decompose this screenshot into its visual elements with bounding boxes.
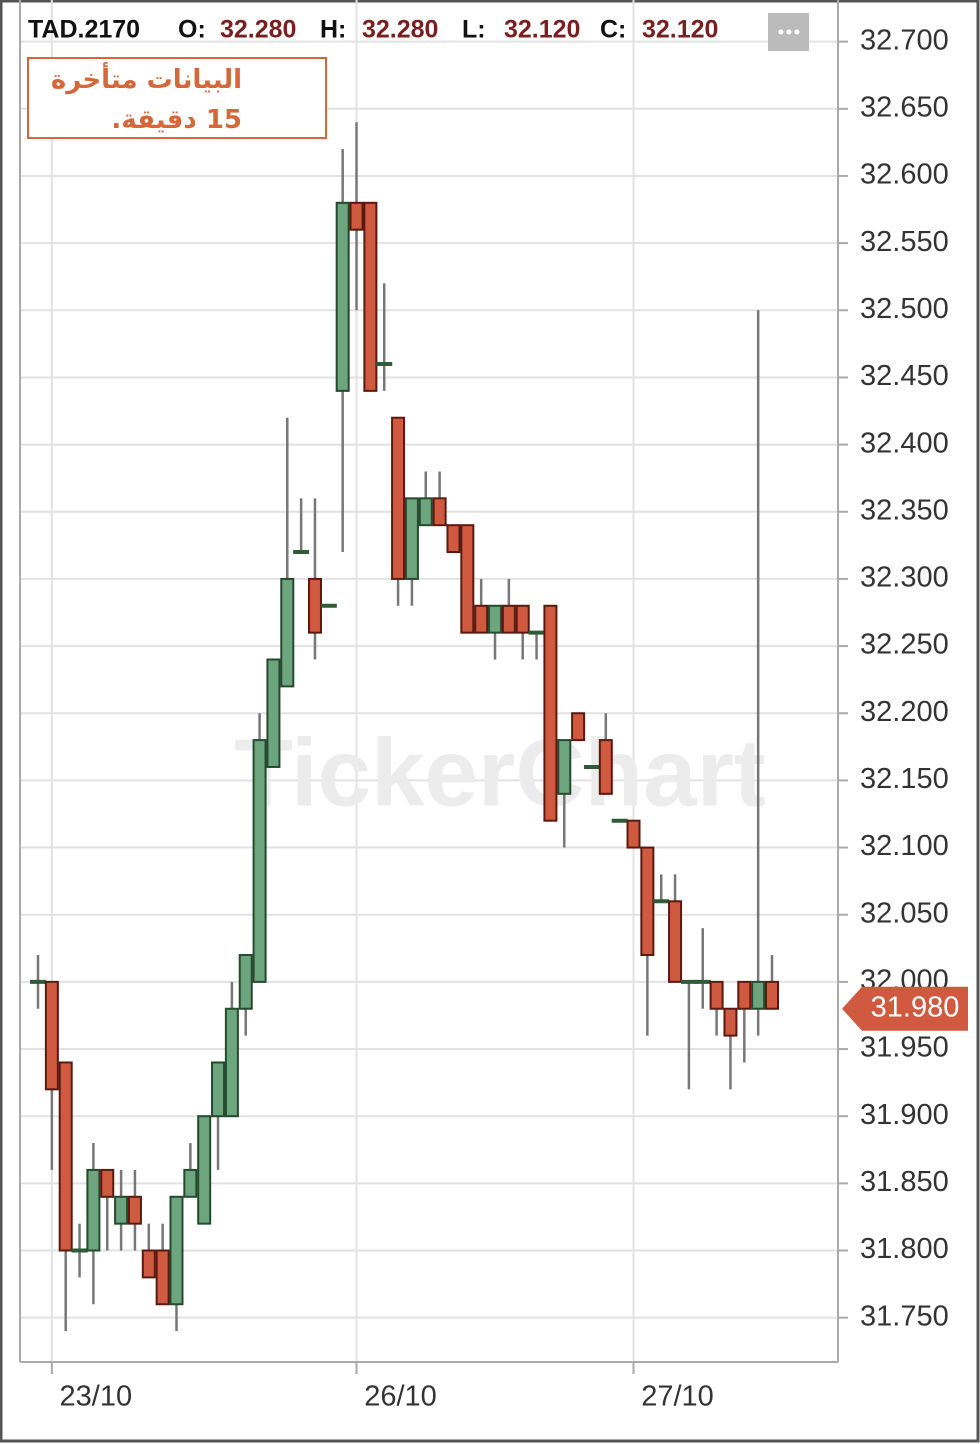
y-tick-label: 31.900 xyxy=(860,1099,949,1131)
watermark: TickerChart xyxy=(234,719,766,826)
candle-down xyxy=(446,524,461,554)
candle-up xyxy=(197,1115,212,1225)
y-tick-label: 31.950 xyxy=(860,1032,949,1064)
candle-up xyxy=(211,1061,226,1118)
header-value: 32.280 xyxy=(362,16,438,44)
y-tick-label: 32.650 xyxy=(860,91,949,123)
x-tick-label: 26/10 xyxy=(364,1381,437,1413)
candle-down xyxy=(155,1249,170,1306)
header-label: L: xyxy=(462,16,486,44)
candle-up xyxy=(169,1195,184,1306)
candle-up xyxy=(252,739,267,983)
x-tick-label: 23/10 xyxy=(60,1381,133,1413)
candles xyxy=(30,122,779,1332)
y-tick-label: 32.300 xyxy=(860,562,949,594)
price-tag-label: 31.980 xyxy=(871,991,960,1023)
candle-up xyxy=(280,577,295,688)
header-value: 32.280 xyxy=(220,16,296,44)
y-tick-label: 32.700 xyxy=(860,24,949,56)
y-tick-label: 32.150 xyxy=(860,763,949,795)
candle-down xyxy=(765,980,779,1010)
candle-down xyxy=(723,1007,738,1037)
y-tick-label: 32.200 xyxy=(860,696,949,728)
candle-down xyxy=(598,739,613,795)
header-label: O: xyxy=(178,16,206,44)
menu-dot xyxy=(778,29,784,35)
candle-down xyxy=(501,604,516,634)
notice: البيانات متأخرة 15 دقيقة. xyxy=(50,65,242,135)
candle-down xyxy=(543,604,558,822)
ohlc-header: O: 32.280 H: 32.280 L: 32.120 C: 32.120 xyxy=(178,16,718,44)
menu-dot xyxy=(786,29,792,35)
candle-up xyxy=(557,739,572,795)
y-tick-label: 32.400 xyxy=(860,427,949,459)
candle-up xyxy=(224,1007,239,1118)
candle-down xyxy=(640,846,655,957)
candle-up xyxy=(114,1195,129,1225)
candle-down xyxy=(571,712,586,742)
candle-up xyxy=(418,497,433,527)
symbol: TAD.2170 xyxy=(28,16,140,44)
candle-up xyxy=(266,658,281,768)
y-tick-label: 32.450 xyxy=(860,360,949,392)
grid xyxy=(20,0,838,1362)
price-tag xyxy=(842,986,968,1031)
candle-down xyxy=(432,497,447,527)
candle-down xyxy=(127,1195,142,1225)
candle-down xyxy=(58,1061,73,1252)
menu-dot xyxy=(794,29,800,35)
candle-up xyxy=(86,1168,101,1252)
candle-down xyxy=(626,819,641,849)
y-tick-label: 31.800 xyxy=(860,1233,949,1265)
candle-down xyxy=(363,201,378,392)
y-tick-label: 31.750 xyxy=(860,1300,949,1332)
header-value: 32.120 xyxy=(504,16,580,44)
y-tick-label: 32.250 xyxy=(860,629,949,661)
header-value: 32.120 xyxy=(642,16,718,44)
axes: 31.75031.80031.85031.90031.95032.00032.0… xyxy=(50,24,968,1413)
candle-down xyxy=(709,980,724,1010)
header-label: H: xyxy=(320,16,346,44)
candle-down xyxy=(307,577,322,634)
candle-up xyxy=(183,1168,198,1198)
y-tick-label: 31.850 xyxy=(860,1166,949,1198)
y-tick-label: 32.600 xyxy=(860,159,949,191)
candle-down xyxy=(737,980,752,1010)
candle-down xyxy=(391,416,406,580)
candle-down xyxy=(44,980,59,1091)
notice-holder: البيانات متأخرة 15 دقيقة. xyxy=(50,65,242,135)
candle-down xyxy=(474,604,489,634)
header-label: C: xyxy=(600,16,626,44)
candle-down xyxy=(100,1168,115,1198)
candle-down xyxy=(460,524,475,634)
y-tick-label: 32.100 xyxy=(860,830,949,862)
candle-up xyxy=(488,604,503,634)
candle-down xyxy=(515,604,530,634)
candle-down xyxy=(141,1249,156,1279)
y-tick-label: 32.050 xyxy=(860,897,949,929)
candle-up xyxy=(404,497,419,580)
y-tick-label: 32.500 xyxy=(860,293,949,325)
candle-down xyxy=(349,201,364,231)
candle-up xyxy=(238,954,253,1010)
candle-up xyxy=(335,201,350,392)
candle-up xyxy=(751,980,766,1010)
y-tick-label: 32.350 xyxy=(860,494,949,526)
notice-box xyxy=(27,57,327,139)
y-tick-label: 32.550 xyxy=(860,226,949,258)
x-tick-label: 27/10 xyxy=(641,1381,714,1413)
candle-down xyxy=(668,900,683,983)
